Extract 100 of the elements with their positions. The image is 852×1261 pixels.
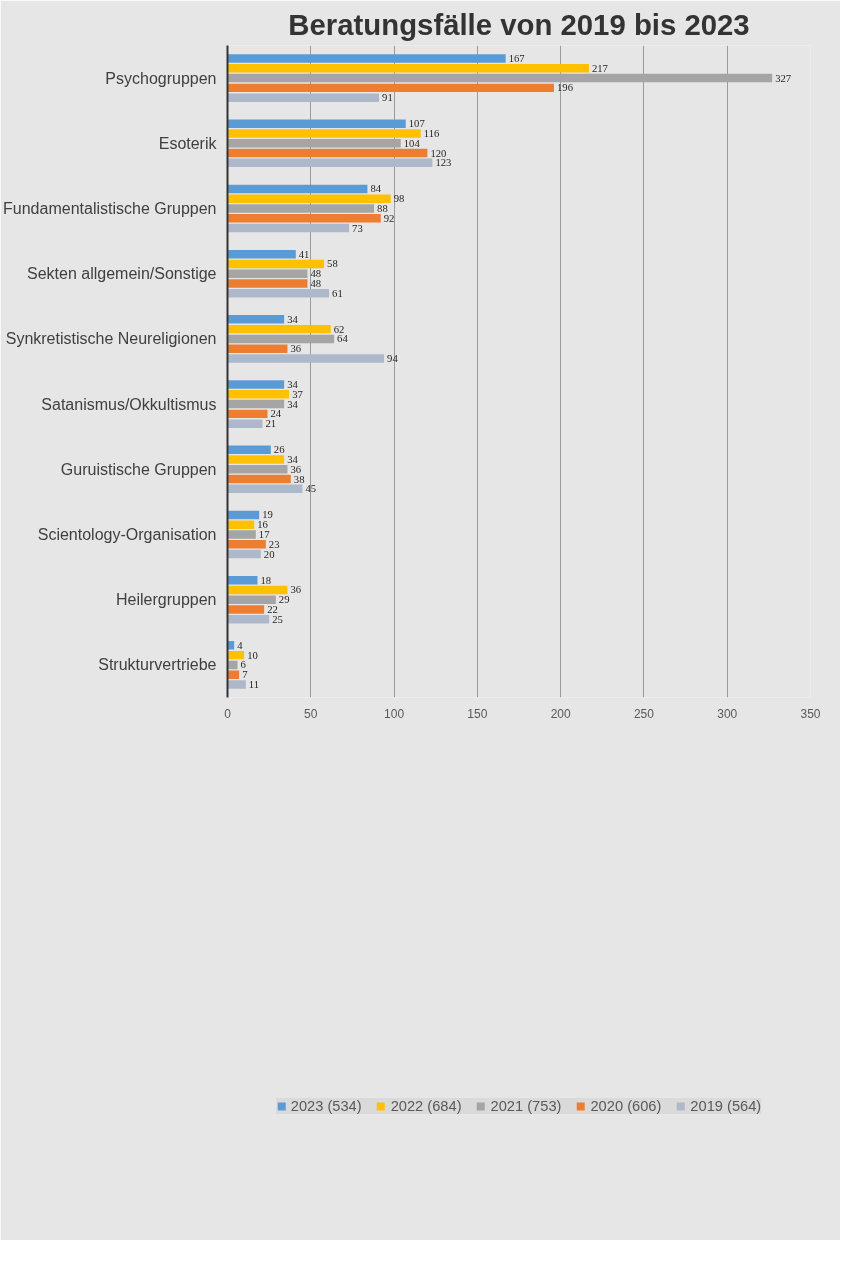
data-label: 36 — [290, 584, 302, 596]
data-label: 10 — [247, 649, 258, 661]
bar — [227, 595, 276, 604]
data-label: 123 — [435, 157, 452, 169]
data-label: 25 — [272, 613, 283, 625]
bar — [227, 54, 506, 63]
bar — [227, 445, 271, 454]
data-label: 107 — [408, 118, 426, 130]
data-label: 327 — [775, 72, 792, 84]
bar — [227, 549, 261, 559]
data-label: 34 — [287, 313, 299, 325]
data-label: 217 — [591, 62, 609, 74]
y-tick-label: Satanismus/Okkultismus — [41, 395, 217, 413]
bar — [227, 158, 433, 168]
bar — [227, 93, 380, 102]
data-label: 24 — [270, 408, 282, 420]
bar — [227, 279, 308, 288]
bar — [227, 399, 285, 409]
y-tick-label: Synkretistische Neureligionen — [5, 330, 217, 348]
data-label: 36 — [290, 463, 302, 475]
data-label: 92 — [383, 212, 395, 224]
bar — [227, 409, 268, 419]
data-label: 91 — [382, 92, 393, 104]
data-label: 11 — [248, 678, 260, 690]
y-tick-label: Scientology-Organisation — [37, 526, 217, 543]
data-label: 48 — [310, 277, 322, 289]
bar — [227, 223, 350, 233]
data-label: 58 — [327, 258, 338, 270]
bar — [227, 269, 308, 278]
y-tick-label: Fundamentalistische Gruppen — [3, 200, 217, 217]
y-tick-label: Strukturvertriebe — [98, 656, 217, 674]
bar — [227, 148, 428, 158]
data-label: 34 — [287, 454, 299, 466]
bar — [227, 83, 554, 93]
bar — [227, 484, 303, 494]
data-label: 62 — [333, 323, 345, 335]
data-label: 17 — [258, 529, 271, 540]
data-label: 23 — [268, 538, 280, 550]
x-tick-label: 150 — [467, 706, 488, 721]
legend-label: 2019 (564) — [690, 1098, 762, 1114]
data-label: 20 — [263, 548, 275, 560]
bar — [227, 289, 330, 298]
data-label: 120 — [430, 147, 447, 159]
x-tick-label: 350 — [800, 706, 821, 721]
x-tick-label: 100 — [384, 706, 405, 721]
data-label: 36 — [290, 343, 302, 355]
y-tick-label: Psychogruppen — [105, 69, 217, 87]
legend-label: 2020 (606) — [590, 1098, 662, 1114]
data-label: 98 — [393, 193, 405, 205]
data-label: 64 — [337, 333, 349, 345]
bar — [227, 510, 260, 520]
data-label: 34 — [287, 398, 299, 410]
bar — [227, 259, 325, 269]
bar — [227, 129, 421, 138]
data-label: 29 — [278, 594, 290, 606]
bar — [227, 419, 263, 428]
x-tick-label: 0 — [224, 706, 232, 721]
y-tick-label: Sekten allgemein/Sonstige — [27, 265, 217, 283]
bar — [227, 605, 265, 614]
data-label: 37 — [292, 388, 304, 400]
data-label: 73 — [352, 222, 363, 234]
bar — [227, 530, 256, 539]
x-tick-label: 50 — [304, 706, 318, 721]
data-label: 7 — [242, 669, 249, 681]
x-tick-label: 300 — [717, 706, 738, 721]
data-label: 41 — [298, 248, 310, 260]
data-label: 167 — [508, 53, 526, 65]
bar — [227, 390, 290, 399]
bar — [227, 670, 240, 679]
data-label: 22 — [267, 603, 278, 615]
data-label: 4 — [237, 639, 244, 651]
legend-label: 2022 (684) — [390, 1098, 462, 1114]
data-label: 88 — [377, 203, 388, 214]
bar — [227, 344, 288, 353]
data-label: 116 — [423, 128, 440, 140]
bar — [227, 64, 589, 73]
data-label: 34 — [287, 379, 299, 391]
bar — [227, 465, 288, 474]
bar — [227, 540, 266, 549]
y-tick-label: Guruistische Gruppen — [60, 460, 217, 478]
data-label: 84 — [370, 183, 382, 195]
x-tick-label: 250 — [633, 706, 655, 721]
data-label: 6 — [240, 659, 247, 671]
bar — [227, 214, 381, 223]
bar — [227, 520, 255, 529]
bar — [227, 354, 385, 363]
bar — [227, 249, 296, 259]
bar — [227, 474, 291, 484]
data-label: 45 — [305, 483, 317, 495]
chart-title: Beratungsfälle von 2019 bis 2023 — [288, 7, 750, 41]
bar — [227, 680, 246, 689]
y-tick-label: Heilergruppen — [115, 591, 217, 609]
y-tick-label: Esoterik — [158, 134, 218, 152]
data-label: 16 — [257, 519, 269, 531]
data-label: 104 — [403, 137, 421, 149]
data-label: 19 — [262, 509, 273, 521]
bar — [227, 455, 285, 464]
bar — [227, 184, 368, 194]
bar — [227, 615, 270, 624]
x-tick-label: 200 — [550, 706, 571, 721]
